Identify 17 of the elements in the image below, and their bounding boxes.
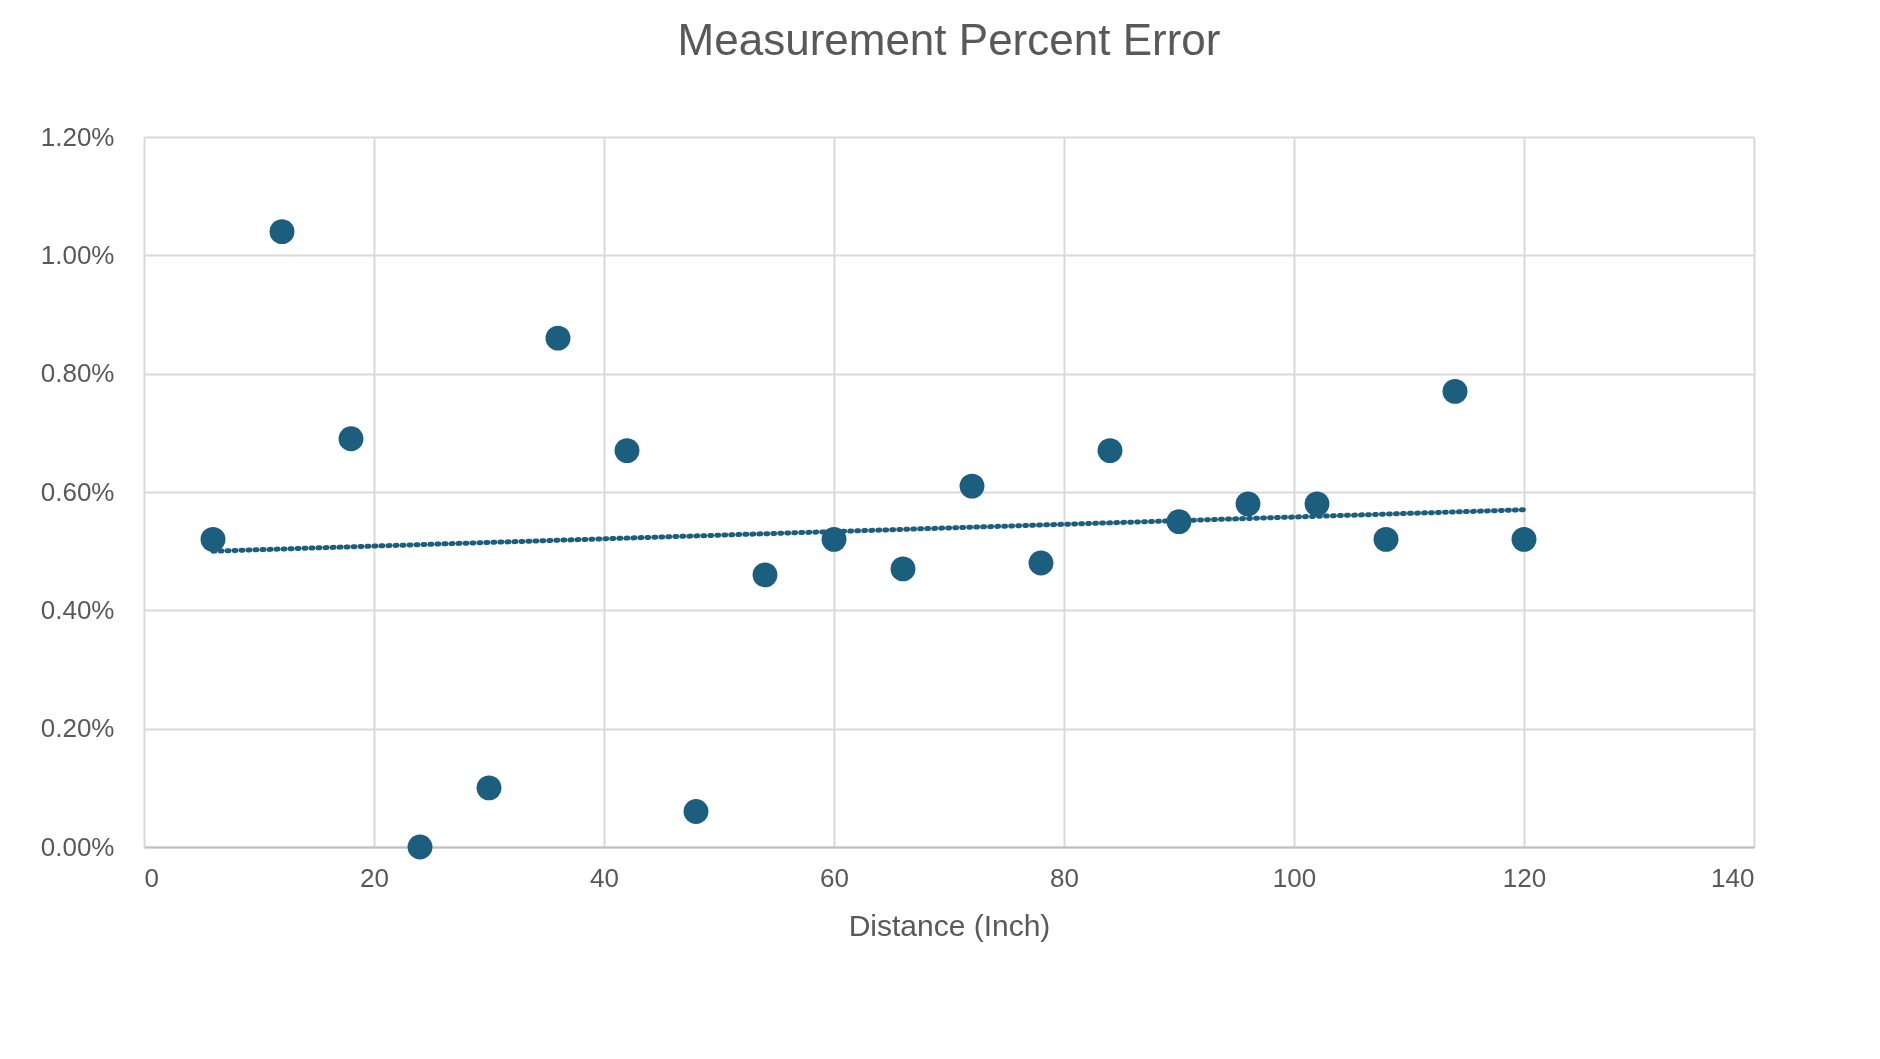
x-axis-title: Distance (Inch): [848, 908, 1051, 942]
chart-title: Measurement Percent Error: [677, 15, 1221, 64]
y-tick-label: 0.60%: [40, 476, 115, 507]
y-tick-label: 0.80%: [40, 358, 115, 389]
y-tick-label: 0.00%: [40, 831, 115, 862]
y-tick-label: 0.20%: [40, 713, 115, 744]
x-tick-label: 140: [1711, 862, 1755, 893]
y-tick-label: 1.20%: [40, 121, 115, 152]
x-tick-label: 40: [590, 862, 619, 893]
x-tick-label: 80: [1050, 862, 1079, 893]
x-tick-label: 0: [144, 862, 159, 893]
y-tick-label: 1.00%: [40, 239, 115, 270]
x-tick-label: 20: [360, 862, 389, 893]
x-tick-label: 60: [820, 862, 849, 893]
y-tick-label: 0.40%: [40, 594, 115, 625]
x-tick-label: 100: [1272, 862, 1317, 893]
x-tick-label: 120: [1502, 862, 1547, 893]
